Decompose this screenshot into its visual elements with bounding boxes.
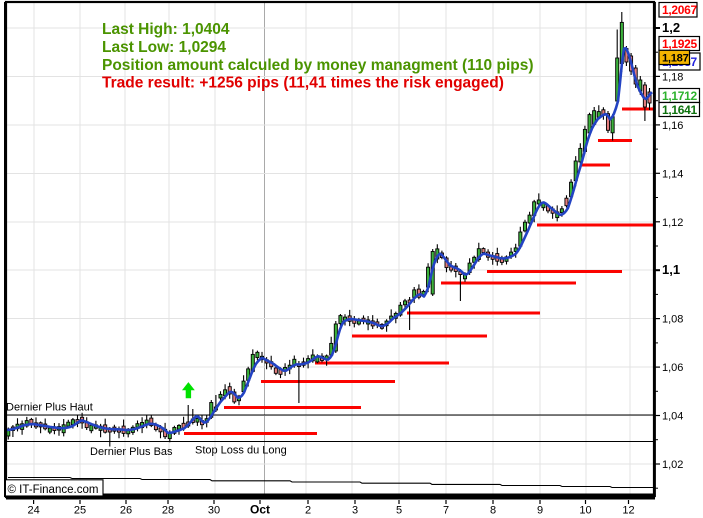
svg-text:1,18: 1,18 — [662, 71, 683, 83]
svg-text:Stop Loss du Long: Stop Loss du Long — [195, 445, 287, 457]
svg-text:12: 12 — [622, 505, 634, 517]
svg-text:1,1641: 1,1641 — [662, 103, 698, 117]
svg-text:1,2067: 1,2067 — [662, 3, 698, 17]
svg-text:1,1925: 1,1925 — [662, 37, 698, 51]
svg-text:30: 30 — [208, 505, 220, 517]
svg-text:2: 2 — [305, 505, 311, 517]
svg-text:7: 7 — [443, 505, 449, 517]
svg-text:24: 24 — [27, 505, 39, 517]
svg-text:3: 3 — [352, 505, 358, 517]
svg-text:Oct: Oct — [250, 503, 270, 517]
svg-text:1,04: 1,04 — [662, 411, 683, 423]
svg-text:1,2: 1,2 — [662, 20, 680, 35]
svg-text:5: 5 — [396, 505, 402, 517]
svg-text:1,08: 1,08 — [662, 314, 683, 326]
svg-text:Dernier Plus Haut: Dernier Plus Haut — [6, 402, 93, 414]
svg-text:9: 9 — [537, 505, 543, 517]
svg-text:1,02: 1,02 — [662, 459, 683, 471]
svg-text:Last High: 1,0404: Last High: 1,0404 — [102, 21, 230, 38]
svg-text:Position amount calculed by mo: Position amount calculed by money managm… — [102, 57, 534, 74]
svg-text:28: 28 — [162, 505, 174, 517]
svg-text:1,1712: 1,1712 — [662, 89, 698, 103]
svg-text:10: 10 — [579, 505, 591, 517]
svg-text:Last Low: 1,0294: Last Low: 1,0294 — [102, 39, 226, 56]
svg-text:26: 26 — [120, 505, 132, 517]
svg-text:Dernier Plus Bas: Dernier Plus Bas — [90, 446, 173, 458]
svg-text:© IT-Finance.com: © IT-Finance.com — [8, 484, 99, 496]
svg-text:1,16: 1,16 — [662, 120, 683, 132]
svg-text:1,187: 1,187 — [662, 53, 689, 65]
svg-text:1,12: 1,12 — [662, 217, 683, 229]
svg-text:1,06: 1,06 — [662, 362, 683, 374]
svg-text:25: 25 — [74, 505, 86, 517]
svg-text:1,14: 1,14 — [662, 168, 683, 180]
svg-text:1,1: 1,1 — [662, 262, 680, 277]
svg-text:8: 8 — [490, 505, 496, 517]
svg-text:Trade result: +1256 pips (11,4: Trade result: +1256 pips (11,41 times th… — [102, 75, 504, 92]
